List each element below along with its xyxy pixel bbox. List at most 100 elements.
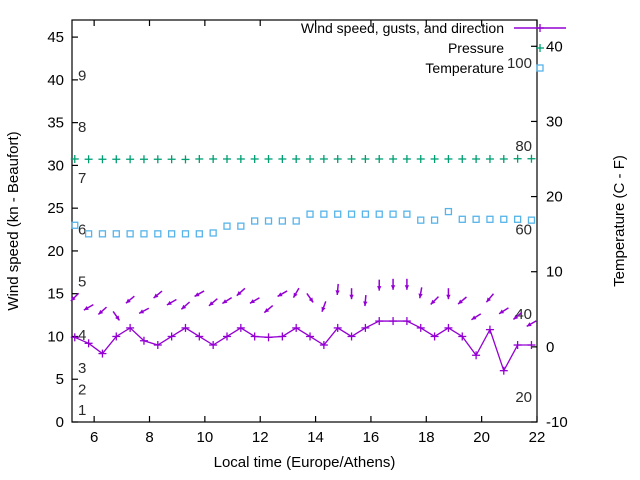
data-point-marker [167,230,176,238]
data-point-marker [527,216,536,224]
data-point-marker [430,216,439,224]
y-tick-label: 30 [47,157,64,174]
y-tick-label: 20 [47,243,64,260]
y-tick-label: 0 [56,414,64,431]
legend-label-1: Wind speed, gusts, and direction [301,20,504,36]
x-tick-label: 22 [529,429,546,446]
beaufort-label: 5 [78,274,86,291]
data-point-marker [347,210,356,218]
gust-arrow-head [418,293,423,299]
x-tick-label: 12 [252,429,269,446]
y-axis-right-title: Temperature (C - F) [611,155,628,287]
gust-arrow-head [277,292,283,297]
gust-arrow-head [153,293,159,299]
chart-legend: Wind speed, gusts, and direction Pressure… [301,20,566,76]
fahrenheit-label: 40 [515,306,532,323]
gust-arrow-head [486,297,491,303]
data-point-marker [334,210,342,218]
gust-arrow-head [115,315,120,321]
y-tick-label: 5 [56,371,64,388]
beaufort-label: 9 [78,68,86,85]
gust-arrow-head [349,294,354,300]
beaufort-label: 3 [78,360,86,377]
data-point-marker [84,230,93,238]
x-tick-label: 20 [473,429,490,446]
x-tick-label: 18 [418,429,435,446]
y-tick-label: 25 [47,200,64,217]
series-3 [70,154,536,164]
legend-label-2: Pressure [448,40,504,56]
y2-tick-label: 0 [546,339,554,356]
gust-arrow-head [264,308,270,313]
data-point-marker [513,215,522,223]
data-point-marker [278,217,287,225]
gust-arrow-head [139,309,145,314]
data-point-marker [403,210,411,218]
x-axis-ticks: 6 8 10 12 14 16 18 20 22 [90,20,545,446]
y-tick-label: 35 [47,115,64,132]
beaufort-scale-labels: 1 2 3 4 5 6 7 8 9 [78,68,86,419]
data-point-marker [112,230,120,238]
x-tick-label: 10 [197,429,214,446]
gust-arrow-head [308,297,314,303]
fahrenheit-label: 20 [515,389,532,406]
beaufort-label: 1 [78,402,86,419]
y2-tick-label: 20 [546,189,563,206]
series-4 [71,207,536,238]
y-tick-label: 10 [47,328,64,345]
gust-arrow-head [377,286,382,291]
gust-arrow-head [236,291,242,296]
gust-arrow-head [70,296,76,302]
y2-tick-label: 40 [546,38,563,55]
y-axis-right-ticks: -10 0 10 20 30 40 [531,38,568,431]
beaufort-label: 2 [78,381,86,398]
data-point-marker [71,221,79,229]
data-point-marker [536,64,544,72]
beaufort-label: 4 [78,327,86,344]
series-1 [70,317,536,375]
data-point-marker [126,230,134,238]
data-point-marker [361,210,370,218]
gust-arrow-head [222,299,228,304]
data-point-marker [98,230,107,238]
x-axis-title: Local time (Europe/Athens) [214,454,396,471]
gust-arrow-head [430,299,436,305]
gust-arrow-head [194,292,200,297]
gust-arrow-head [166,300,172,306]
y2-tick-label: -10 [546,414,568,431]
data-point-marker [292,217,300,225]
data-point-marker [223,222,231,230]
data-point-marker [320,210,328,218]
fahrenheit-label: 80 [515,138,532,155]
y-tick-label: 40 [47,72,64,89]
data-series-group [70,154,537,375]
gust-arrow-head [526,322,532,327]
data-point-marker [417,216,425,224]
fahrenheit-label: 100 [507,55,532,72]
data-point-marker [375,210,383,218]
x-tick-label: 14 [307,429,324,446]
y-tick-label: 15 [47,286,64,303]
gust-arrow-head [404,285,410,290]
data-point-marker [458,215,466,223]
data-point-marker [472,215,480,223]
x-tick-label: 8 [145,429,153,446]
gust-arrow-head [181,304,187,310]
y2-tick-label: 30 [546,113,563,130]
y-axis-left-title: Wind speed (kn - Beaufort) [5,131,22,310]
data-point-marker [264,217,273,225]
data-point-marker [140,230,148,238]
data-point-marker [195,230,203,238]
data-point-marker [306,210,314,218]
plot-frame [71,19,538,423]
gust-arrow-head [83,306,89,311]
beaufort-label: 6 [78,222,86,239]
data-point-marker [251,217,259,225]
data-point-marker [389,210,397,218]
series-line [74,320,532,373]
gust-arrow-head [471,315,477,320]
gust-arrow-head [98,309,104,315]
